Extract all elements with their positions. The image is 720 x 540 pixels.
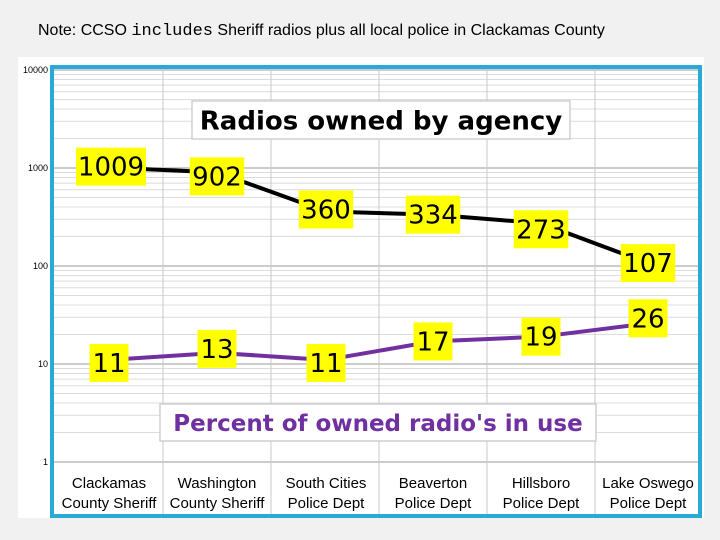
x-category-label: Beaverton <box>399 475 467 492</box>
data-label: 1009 <box>78 153 144 183</box>
data-label-box <box>413 322 453 361</box>
data-label-box <box>628 299 668 338</box>
data-label: 334 <box>408 201 458 231</box>
data-label-box <box>197 329 237 368</box>
note-suffix: Sheriff radios plus all local police in … <box>212 22 605 39</box>
note-prefix: Note: CCSO <box>38 22 132 39</box>
chart-note: Note: CCSO includes Sheriff radios plus … <box>38 22 605 41</box>
data-label: 11 <box>309 349 342 379</box>
x-category-label: Police Dept <box>503 495 581 512</box>
data-label: 107 <box>623 249 673 279</box>
data-label-box <box>405 195 461 234</box>
data-label: 11 <box>92 349 125 379</box>
x-category-label: County Sheriff <box>62 495 158 512</box>
data-label: 902 <box>192 162 242 192</box>
series-title-box <box>159 403 597 442</box>
data-label: 360 <box>301 195 351 225</box>
x-category-label: Hillsboro <box>512 475 570 492</box>
data-label: 13 <box>200 335 233 365</box>
data-label-box <box>76 147 146 186</box>
x-category-label: Washington <box>178 475 257 492</box>
data-label: 17 <box>416 327 449 357</box>
data-label: 273 <box>516 215 566 245</box>
y-tick-label: 1000 <box>28 163 48 173</box>
data-label-box <box>298 190 354 229</box>
data-labels: 1009 902 360 334 273 107 11 13 11 17 19 26 <box>76 147 676 382</box>
y-tick-label: 10 <box>38 359 48 369</box>
data-label-box <box>189 157 245 196</box>
x-axis-categories: Clackamas County Sheriff Washington County … <box>62 475 694 512</box>
x-category-label: Police Dept <box>395 495 473 512</box>
y-tick-label: 10000 <box>23 65 48 75</box>
note-mono-word: includes <box>131 22 213 41</box>
x-category-label: Police Dept <box>288 495 366 512</box>
data-label-box <box>521 317 561 356</box>
plot-frame <box>50 65 702 518</box>
series-title: Percent of owned radio's in use <box>173 411 582 437</box>
data-label-box <box>513 210 569 249</box>
x-category-label: Police Dept <box>610 495 688 512</box>
y-axis-ticks: 1 10 100 1000 10000 <box>23 65 48 467</box>
series-title-box <box>191 100 571 140</box>
series-title: Radios owned by agency <box>200 106 562 136</box>
series-titles: Radios owned by agency Percent of owned r… <box>159 100 597 442</box>
x-category-label: Lake Oswego <box>602 475 694 492</box>
x-category-label: South Cities <box>286 475 367 492</box>
x-category-label: County Sheriff <box>170 495 266 512</box>
data-label-box <box>620 244 676 283</box>
data-label: 26 <box>631 304 664 334</box>
data-label: 19 <box>524 323 557 353</box>
data-label-box <box>306 343 346 382</box>
y-tick-label: 100 <box>33 261 48 271</box>
y-tick-label: 1 <box>43 457 48 467</box>
x-category-label: Clackamas <box>72 475 146 492</box>
data-label-box <box>89 343 129 382</box>
